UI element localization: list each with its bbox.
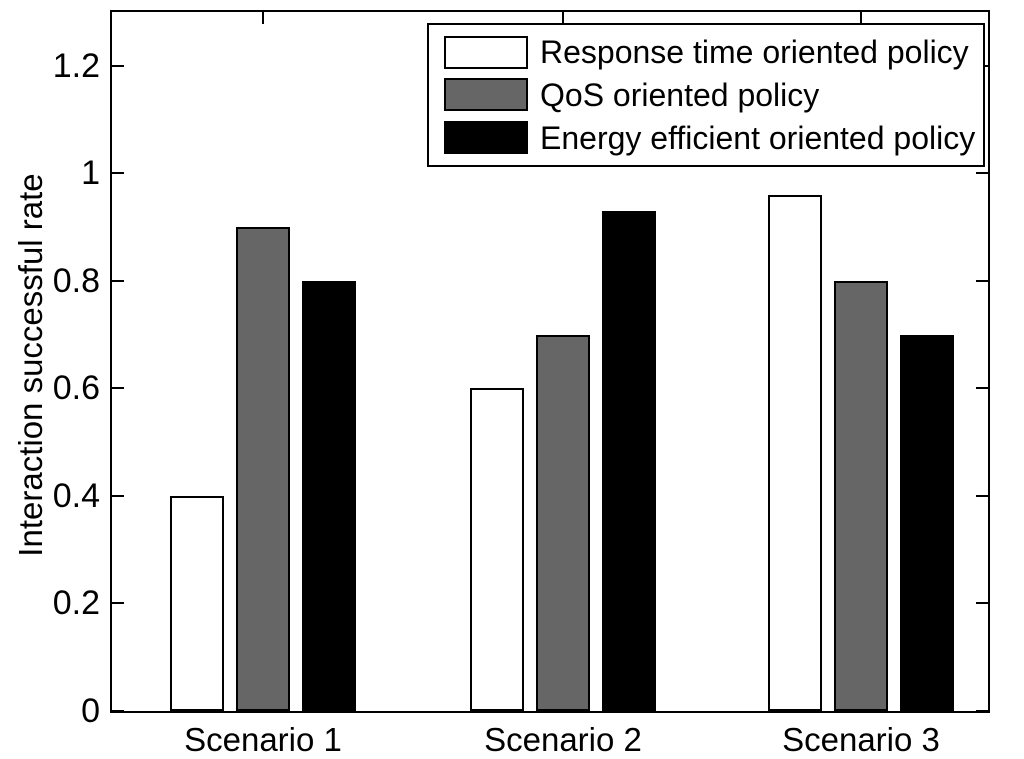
y-tick-left	[112, 602, 124, 604]
y-tick-left	[112, 710, 124, 712]
bar-scenario-2-series-2	[602, 211, 656, 711]
y-tick-right	[976, 387, 988, 389]
bar-scenario-1-series-1	[236, 227, 290, 711]
y-tick-right	[976, 710, 988, 712]
y-tick-label-0.6: 0.6	[52, 369, 100, 407]
bar-scenario-2-series-0	[470, 388, 524, 711]
x-tick-label-scenario-3: Scenario 3	[782, 721, 940, 758]
x-tick-label-scenario-1: Scenario 1	[184, 721, 342, 758]
bar-scenario-1-series-0	[170, 496, 224, 711]
x-tick-top	[860, 12, 862, 24]
legend-item-qos: QoS oriented policy	[444, 76, 977, 114]
y-tick-right	[976, 172, 988, 174]
bar-scenario-1-series-2	[302, 281, 356, 711]
y-tick-left	[112, 280, 124, 282]
y-tick-label-0.4: 0.4	[52, 477, 100, 515]
bar-scenario-3-series-2	[900, 335, 954, 711]
y-tick-left	[112, 387, 124, 389]
legend-item-response-time: Response time oriented policy	[444, 33, 977, 71]
bar-scenario-2-series-1	[536, 335, 590, 711]
legend-swatch-qos-icon	[444, 78, 528, 112]
legend-swatch-response-time-icon	[444, 35, 528, 69]
bar-scenario-3-series-0	[768, 195, 822, 711]
y-tick-right	[976, 602, 988, 604]
y-tick-label-1.2: 1.2	[52, 47, 100, 85]
legend-swatch-energy-efficient-icon	[444, 121, 528, 155]
bar-scenario-3-series-1	[834, 281, 888, 711]
legend-label-qos: QoS oriented policy	[540, 76, 820, 113]
y-tick-label-1: 1	[81, 154, 100, 192]
y-tick-label-0.2: 0.2	[52, 584, 100, 622]
y-tick-label-0.8: 0.8	[52, 262, 100, 300]
legend-item-energy-efficient: Energy efficient oriented policy	[444, 119, 977, 157]
x-tick-label-scenario-2: Scenario 2	[484, 721, 642, 758]
x-tick-top	[562, 12, 564, 24]
legend: Response time oriented policy QoS orient…	[427, 23, 985, 167]
y-tick-left	[112, 172, 124, 174]
y-tick-right	[976, 280, 988, 282]
y-tick-right	[976, 495, 988, 497]
y-axis-title: Interaction successful rate	[12, 173, 49, 557]
legend-label-energy-efficient: Energy efficient oriented policy	[540, 119, 976, 156]
y-tick-label-0: 0	[81, 692, 100, 730]
y-tick-left	[112, 495, 124, 497]
legend-label-response-time: Response time oriented policy	[540, 34, 969, 71]
x-tick-top	[262, 12, 264, 24]
y-tick-left	[112, 65, 124, 67]
